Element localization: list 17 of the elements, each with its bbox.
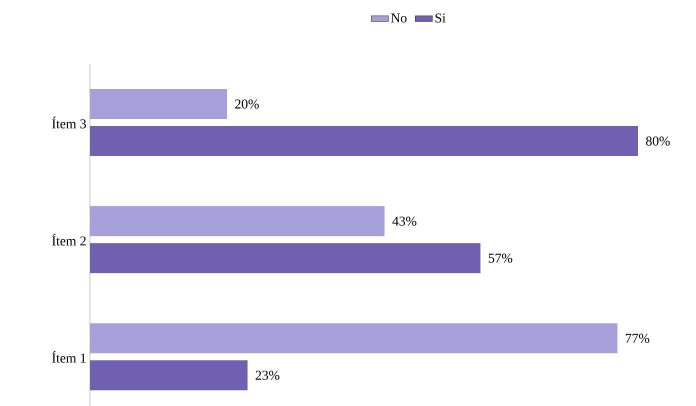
bar [90,206,385,236]
data-label: 77% [626,334,650,343]
bar [90,323,618,354]
y-tick-label: Ítem 1 [52,350,86,363]
y-tick-label: Ítem 2 [52,234,86,246]
bar [90,360,248,390]
bar [90,89,228,120]
bar [90,243,480,274]
legend-label: Si [435,13,446,23]
data-label: 80% [646,136,670,146]
data-label: 43% [392,216,416,226]
bar [90,126,638,156]
data-label: 57% [488,254,512,263]
data-label: 20% [235,99,259,109]
y-tick-label: Ítem 3 [52,116,86,128]
data-label: 23% [256,370,280,380]
legend-label: No [391,14,407,22]
